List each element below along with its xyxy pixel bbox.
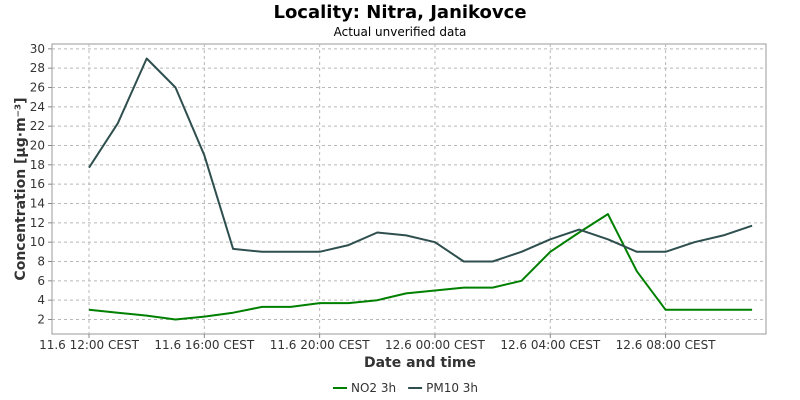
grid bbox=[52, 44, 766, 334]
y-tick-label: 30 bbox=[30, 42, 45, 56]
y-tick-label: 16 bbox=[30, 177, 45, 191]
legend-label: PM10 3h bbox=[426, 381, 478, 395]
y-tick-label: 2 bbox=[37, 313, 45, 327]
y-tick-label: 22 bbox=[30, 119, 45, 133]
y-tick-label: 28 bbox=[30, 61, 45, 75]
y-tick-label: 6 bbox=[37, 274, 45, 288]
legend-label: NO2 3h bbox=[351, 381, 396, 395]
x-axis-label: Date and time bbox=[364, 355, 476, 371]
x-tick-label: 11.6 12:00 CEST bbox=[39, 338, 140, 352]
y-tick-label: 14 bbox=[30, 197, 45, 211]
y-tick-label: 18 bbox=[30, 158, 45, 172]
series-line-no2-3h bbox=[88, 213, 753, 321]
y-tick-label: 20 bbox=[30, 139, 45, 153]
y-tick-label: 8 bbox=[37, 255, 45, 269]
x-tick-label: 12.6 00:00 CEST bbox=[385, 338, 486, 352]
x-tick-label: 12.6 08:00 CEST bbox=[616, 338, 717, 352]
chart-subtitle: Actual unverified data bbox=[334, 25, 467, 39]
y-tick-label: 24 bbox=[30, 100, 45, 114]
x-tick-label: 11.6 16:00 CEST bbox=[154, 338, 255, 352]
legend: NO2 3h PM10 3h bbox=[333, 381, 478, 395]
y-tick-label: 4 bbox=[37, 293, 45, 307]
x-tick-label: 11.6 20:00 CEST bbox=[270, 338, 371, 352]
series-lines bbox=[88, 57, 753, 321]
series-line-pm10-3h bbox=[88, 57, 753, 263]
chart-title: Locality: Nitra, Janikovce bbox=[273, 2, 526, 23]
y-tick-label: 10 bbox=[30, 235, 45, 249]
y-axis-label: Concentration [μg·m⁻³] bbox=[13, 97, 29, 280]
y-tick-label: 26 bbox=[30, 81, 45, 95]
y-tick-label: 12 bbox=[30, 216, 45, 230]
x-tick-label: 12.6 04:00 CEST bbox=[500, 338, 601, 352]
